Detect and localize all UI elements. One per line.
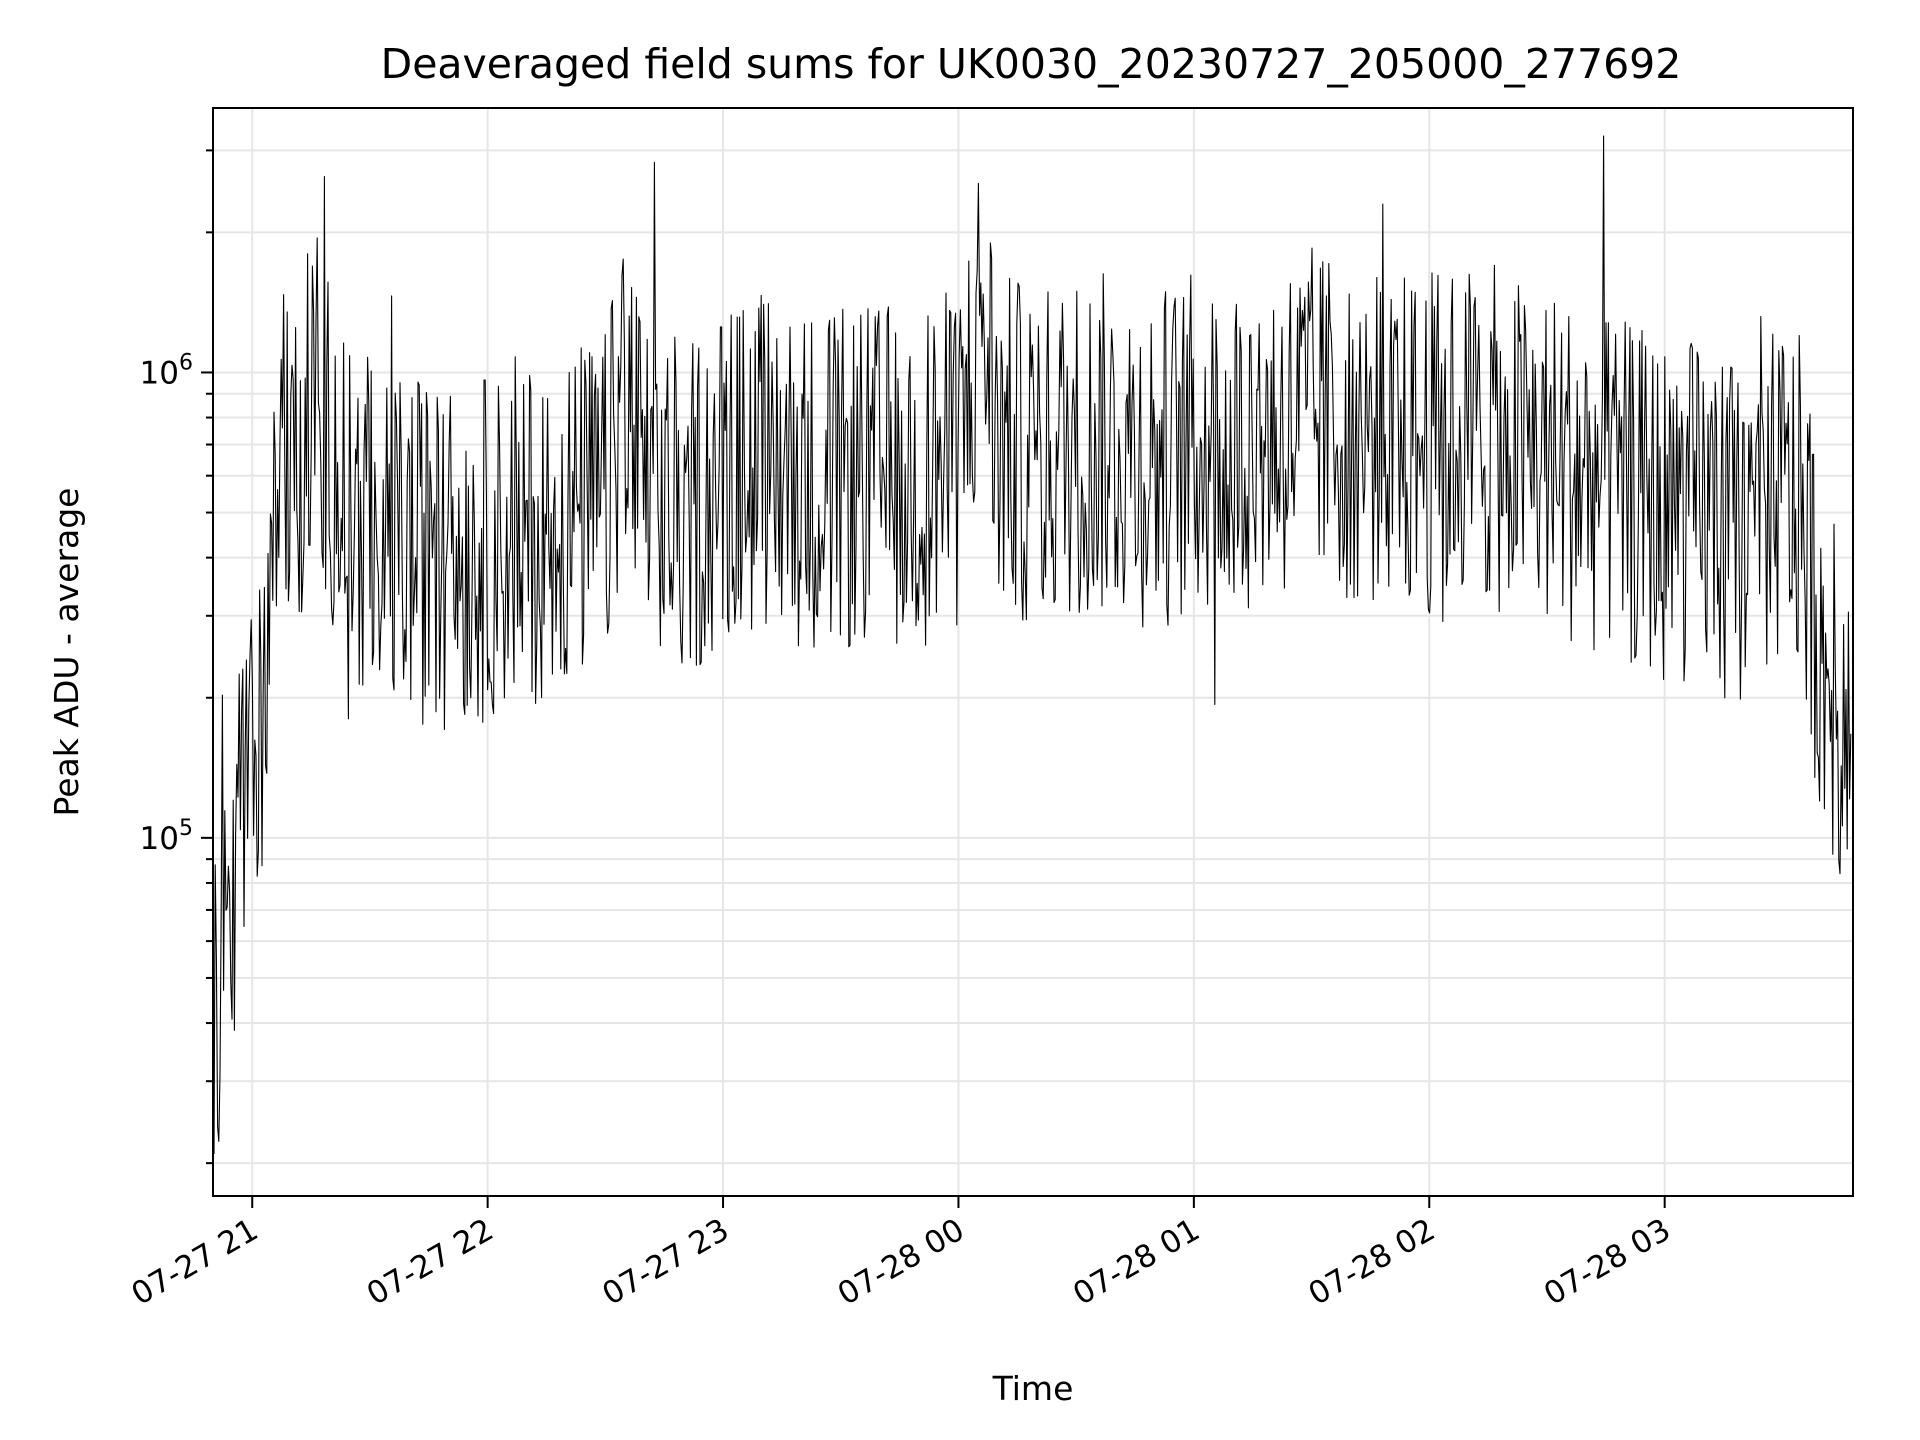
- series-line: [213, 135, 1852, 1155]
- x-axis-label: Time: [992, 1369, 1074, 1408]
- chart-title: Deaveraged field sums for UK0030_2023072…: [381, 40, 1682, 88]
- y-axis-label: Peak ADU - average: [47, 488, 86, 817]
- plot-frame: [212, 107, 1854, 1197]
